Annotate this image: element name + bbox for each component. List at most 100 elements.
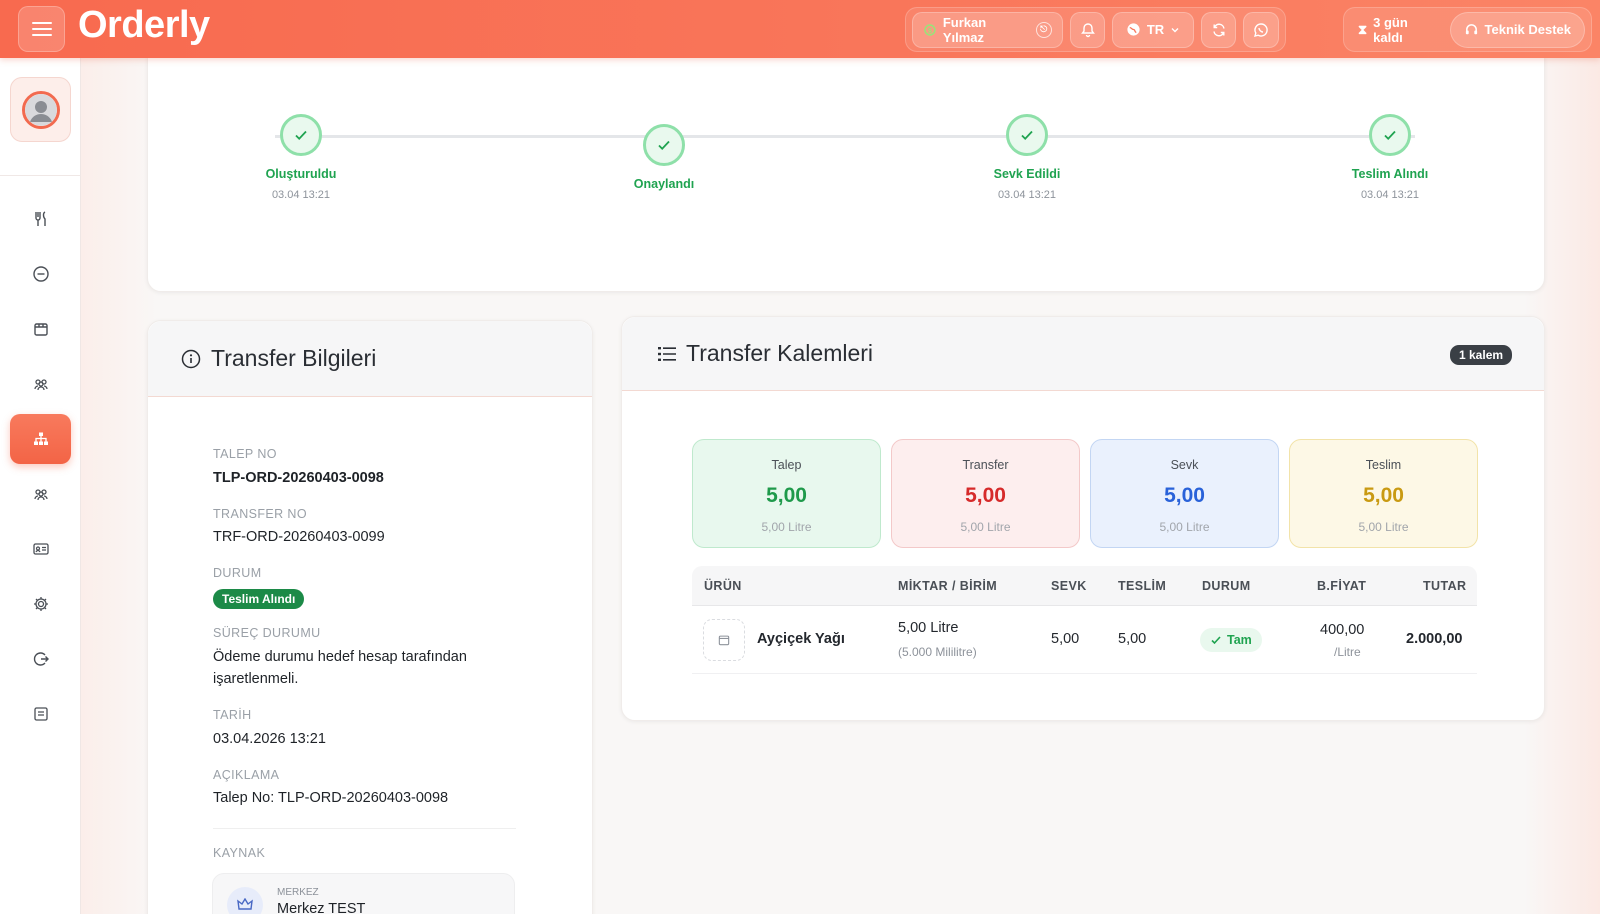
profile-avatar-button[interactable] bbox=[10, 77, 71, 142]
document-icon bbox=[33, 707, 48, 721]
source-type: MERKEZ bbox=[277, 887, 319, 898]
timeline-step-label: Oluşturuldu bbox=[265, 167, 337, 181]
sidebar-item-transfers[interactable] bbox=[10, 414, 71, 464]
support-button[interactable]: Teknik Destek bbox=[1449, 11, 1585, 48]
received-value: 5,00 bbox=[1118, 631, 1147, 647]
stat-subtitle: 5,00 Litre bbox=[1159, 520, 1210, 534]
row-status-badge: Tam bbox=[1200, 628, 1262, 652]
items-table-header bbox=[692, 566, 1477, 606]
sidebar-item-settings[interactable] bbox=[10, 579, 71, 629]
list-icon bbox=[658, 346, 676, 361]
column-header-tutar: TUTAR bbox=[1423, 579, 1467, 593]
column-header-bfiyat: B.FİYAT bbox=[1317, 579, 1367, 593]
aciklama-label: AÇIKLAMA bbox=[213, 768, 280, 782]
sidebar-item-team[interactable] bbox=[10, 359, 71, 409]
column-header-urun: ÜRÜN bbox=[704, 579, 742, 593]
check-circle-icon bbox=[1006, 114, 1048, 156]
minus-circle-icon bbox=[32, 266, 49, 282]
language-selector[interactable]: TR bbox=[1112, 11, 1194, 48]
sidebar-item-cards[interactable] bbox=[10, 524, 71, 574]
timeline-track bbox=[275, 135, 1415, 138]
users-icon bbox=[33, 379, 48, 391]
stat-value: 5,00 bbox=[965, 484, 1006, 507]
sidebar-item-inventory[interactable] bbox=[10, 304, 71, 354]
transfer-info-title: Transfer Bilgileri bbox=[181, 345, 376, 372]
timeline-step-created: Oluşturuldu 03.04 13:21 bbox=[241, 114, 361, 201]
globe-icon bbox=[1127, 23, 1140, 36]
id-card-icon bbox=[32, 543, 49, 555]
user-name: Furkan Yılmaz bbox=[942, 14, 987, 45]
refresh-button[interactable] bbox=[1200, 11, 1237, 48]
users-icon bbox=[33, 489, 48, 501]
timeline-step-approved: Onaylandı bbox=[604, 124, 724, 191]
stat-subtitle: 5,00 Litre bbox=[960, 520, 1011, 534]
svg-text:$: $ bbox=[928, 27, 932, 34]
check-circle-icon bbox=[1369, 114, 1411, 156]
column-header-teslim: TESLİM bbox=[1118, 579, 1167, 593]
avatar bbox=[21, 90, 60, 129]
sidebar-item-minus[interactable] bbox=[10, 249, 71, 299]
crown-icon bbox=[227, 887, 263, 914]
chevron-down-icon bbox=[1171, 27, 1179, 32]
quantity-value: 5,00 Litre bbox=[898, 620, 959, 636]
sidebar-item-logout[interactable] bbox=[10, 634, 71, 684]
subscription-group: ⧗ 3 gün kaldı Teknik Destek bbox=[1343, 7, 1592, 52]
refresh-icon bbox=[1212, 23, 1225, 36]
tarih-label: TARİH bbox=[213, 708, 252, 722]
user-menu-button[interactable]: $ Furkan Yılmaz ⎋ bbox=[912, 11, 1063, 48]
timeline-step-time: 03.04 13:21 bbox=[1360, 189, 1420, 201]
talep-no-value: TLP-ORD-20260403-0098 bbox=[213, 470, 384, 486]
notifications-button[interactable] bbox=[1069, 11, 1106, 48]
info-icon bbox=[181, 349, 201, 368]
hamburger-menu-button[interactable] bbox=[18, 6, 65, 52]
timeline-step-label: Sevk Edildi bbox=[993, 167, 1061, 181]
stat-value: 5,00 bbox=[1164, 484, 1205, 507]
whatsapp-button[interactable] bbox=[1243, 11, 1280, 48]
divider bbox=[213, 828, 516, 829]
stat-subtitle: 5,00 Litre bbox=[761, 520, 812, 534]
box-icon bbox=[718, 635, 730, 646]
utensils-icon bbox=[34, 211, 46, 226]
transfer-no-value: TRF-ORD-20260403-0099 bbox=[213, 529, 385, 545]
row-status-text: Tam bbox=[1227, 633, 1252, 647]
stat-card-teslim: Teslim 5,00 5,00 Litre bbox=[1289, 439, 1478, 548]
timeline-step-shipped: Sevk Edildi 03.04 13:21 bbox=[967, 114, 1087, 201]
box-icon bbox=[33, 323, 48, 336]
column-header-miktar: MİKTAR / BİRİM bbox=[898, 579, 998, 593]
logout-circle-icon bbox=[33, 652, 49, 666]
hamburger-icon bbox=[31, 22, 52, 36]
quantity-subunit: (5.000 Mililitre) bbox=[898, 645, 977, 659]
check-circle-icon bbox=[280, 114, 322, 156]
whatsapp-icon bbox=[1254, 22, 1268, 37]
aciklama-value: Talep No: TLP-ORD-20260403-0098 bbox=[213, 790, 449, 806]
kaynak-label: KAYNAK bbox=[213, 846, 266, 860]
table-row[interactable] bbox=[692, 606, 1477, 674]
shipped-value: 5,00 bbox=[1051, 631, 1080, 647]
headset-icon bbox=[1465, 24, 1477, 35]
timeline-step-label: Onaylandı bbox=[633, 177, 695, 191]
stat-card-transfer: Transfer 5,00 5,00 Litre bbox=[891, 439, 1080, 548]
total-value: 2.000,00 bbox=[1406, 631, 1463, 647]
tarih-value: 03.04.2026 13:21 bbox=[213, 731, 326, 747]
column-header-sevk: SEVK bbox=[1051, 579, 1087, 593]
stat-title: Teslim bbox=[1365, 458, 1402, 472]
status-badge: Teslim Alındı bbox=[213, 589, 305, 609]
source-name: Merkez TEST bbox=[277, 901, 366, 914]
language-code: TR bbox=[1146, 22, 1165, 37]
surec-durumu-label: SÜREÇ DURUMU bbox=[213, 626, 321, 640]
top-bar: Orderly $ Furkan Yılmaz ⎋ TR ⧗ 3 gün kal… bbox=[0, 0, 1600, 58]
column-header-durum: DURUM bbox=[1202, 579, 1251, 593]
sidebar-item-groups[interactable] bbox=[10, 469, 71, 519]
sidebar-divider bbox=[0, 175, 81, 176]
support-label: Teknik Destek bbox=[1484, 22, 1572, 37]
product-image-placeholder bbox=[703, 619, 745, 661]
unit-price-unit: /Litre bbox=[1334, 645, 1361, 659]
sidebar-item-restaurant[interactable] bbox=[10, 194, 71, 244]
timeline-step-label: Teslim Alındı bbox=[1351, 167, 1429, 181]
sidebar-item-reports[interactable] bbox=[10, 689, 71, 739]
stat-title: Talep bbox=[771, 458, 802, 472]
sidebar bbox=[0, 58, 81, 914]
transfer-no-label: TRANSFER NO bbox=[213, 507, 307, 521]
stat-value: 5,00 bbox=[766, 484, 807, 507]
timeline-step-time: 03.04 13:21 bbox=[997, 189, 1057, 201]
